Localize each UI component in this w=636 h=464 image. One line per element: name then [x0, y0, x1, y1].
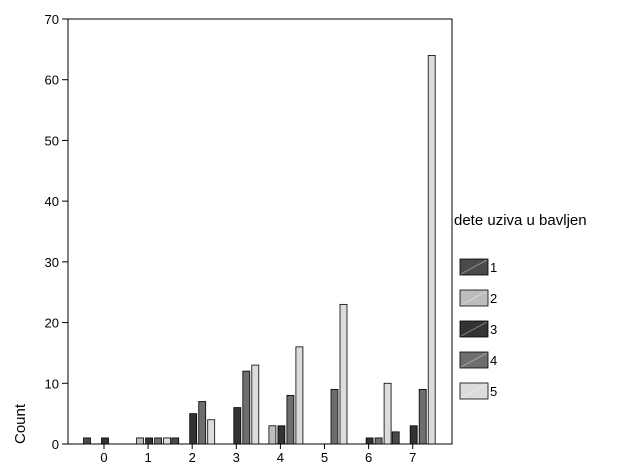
plot-frame	[67, 18, 453, 445]
legend-item-1: 1	[459, 258, 497, 276]
legend-swatch	[459, 289, 489, 307]
bar-series-5-cat-4	[295, 346, 304, 445]
bar-series-2-cat-4	[268, 425, 277, 445]
y-tick-label: 40	[45, 194, 59, 209]
x-axis: 0 1 2 3 4 5 6 7	[100, 444, 416, 464]
legend-label: 3	[490, 322, 497, 337]
bar-series-2-cat-1	[136, 437, 145, 445]
bar-series-1-cat-2	[171, 437, 180, 445]
bar-series-5-cat-2	[207, 419, 216, 445]
legend-swatch-highlight	[460, 352, 488, 368]
bar-series-3-cat-3	[233, 407, 242, 445]
x-tick-label: 6	[365, 450, 372, 464]
legend-swatch	[459, 351, 489, 369]
legend-swatch-highlight	[460, 290, 488, 306]
y-tick-label: 20	[45, 316, 59, 331]
y-axis: 0 10 20 30 40 50 60 70	[45, 12, 68, 452]
bar-series-4-cat-4	[286, 395, 295, 445]
legend-label: 4	[490, 353, 497, 368]
legend-item-4: 4	[459, 351, 497, 369]
x-tick-label: 1	[144, 450, 151, 464]
legend-swatch-highlight	[460, 383, 488, 399]
bar-series-1-cat-0	[83, 437, 91, 445]
legend-item-2: 2	[459, 289, 497, 307]
legend-swatch-highlight	[460, 259, 488, 275]
bar-series-5-cat-7	[427, 55, 436, 445]
bar-series-5-cat-6	[383, 382, 392, 445]
legend-label: 5	[490, 384, 497, 399]
legend-items: 1 2 3 4 5	[459, 258, 497, 400]
bar-series-4-cat-7	[418, 388, 427, 445]
y-tick-label: 10	[45, 376, 59, 391]
x-tick-label: 2	[189, 450, 196, 464]
bar-series-4-cat-3	[242, 370, 251, 445]
bar-series-5-cat-1	[163, 437, 172, 445]
legend-label: 1	[490, 260, 497, 275]
bar-series-3-cat-1	[145, 437, 154, 445]
bar-series-3-cat-6	[365, 437, 374, 445]
y-tick-label: 60	[45, 73, 59, 88]
x-tick-label: 3	[233, 450, 240, 464]
y-tick-label: 50	[45, 133, 59, 148]
x-tick-label: 5	[321, 450, 328, 464]
bars	[83, 55, 436, 445]
plot-border	[67, 18, 453, 445]
y-tick-label: 30	[45, 255, 59, 270]
x-tick-label: 4	[277, 450, 284, 464]
legend-item-3: 3	[459, 320, 497, 338]
legend-item-5: 5	[459, 382, 497, 400]
x-tick-label: 7	[409, 450, 416, 464]
legend-label: 2	[490, 291, 497, 306]
y-axis-title: Count	[12, 403, 29, 444]
bar-series-4-cat-5	[330, 388, 339, 445]
legend: dete uziva u bavljen 1 2 3 4 5	[454, 212, 587, 400]
legend-title: dete uziva u bavljen	[454, 212, 587, 229]
bar-series-4-cat-1	[154, 437, 163, 445]
legend-swatch	[459, 320, 489, 338]
x-tick-label: 0	[100, 450, 107, 464]
bar-series-3-cat-4	[277, 425, 286, 445]
bar-series-4-cat-2	[198, 401, 207, 445]
legend-swatch-highlight	[460, 321, 488, 337]
bar-series-4-cat-6	[374, 437, 383, 445]
bar-series-3-cat-2	[189, 413, 198, 445]
bar-series-5-cat-5	[339, 303, 348, 445]
bar-series-5-cat-3	[251, 364, 260, 445]
bar-series-3-cat-7	[409, 425, 418, 445]
legend-swatch	[459, 258, 489, 276]
y-tick-label: 0	[52, 437, 59, 452]
bar-series-1-cat-7	[391, 431, 400, 445]
y-tick-label: 70	[45, 12, 59, 27]
legend-swatch	[459, 382, 489, 400]
bar-series-3-cat-0	[101, 437, 109, 445]
